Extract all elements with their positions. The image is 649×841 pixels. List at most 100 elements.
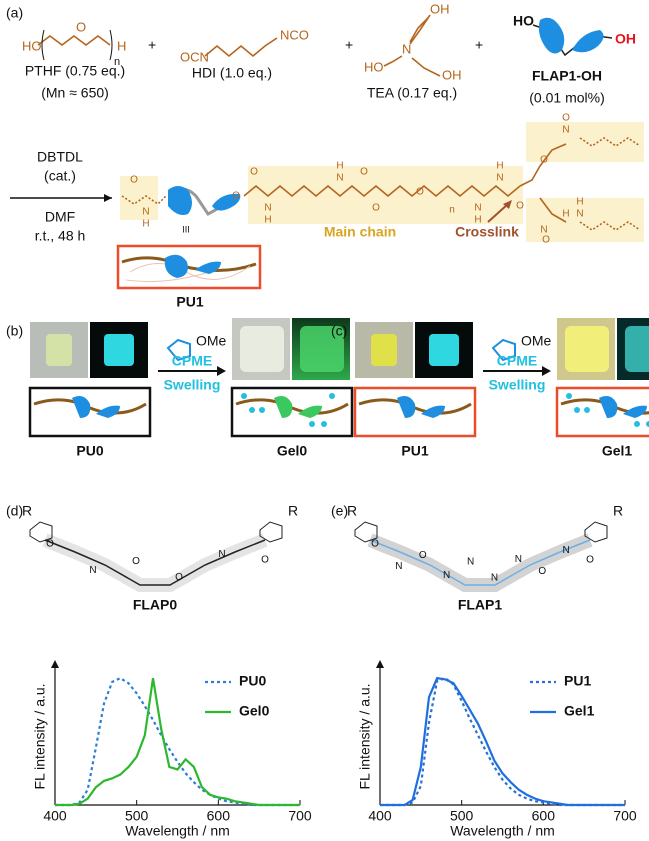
ring	[166, 338, 191, 362]
atom: N	[402, 41, 411, 56]
molecule-name: FLAP0	[133, 597, 178, 613]
solvent: CPME	[497, 353, 537, 369]
condition: DBTDL	[37, 149, 83, 165]
atom: N	[491, 572, 498, 583]
atom: H	[142, 219, 149, 230]
substituent: R	[288, 503, 298, 519]
solvent-dot	[259, 407, 265, 413]
solvent-dot	[321, 421, 327, 427]
arrow-head	[217, 366, 226, 376]
solvent-dot	[574, 407, 580, 413]
atom: H	[576, 197, 583, 208]
x-tick-label: 700	[288, 808, 312, 824]
vial	[104, 334, 134, 366]
atom: N	[218, 549, 225, 560]
atom: N	[540, 225, 547, 236]
vial	[240, 326, 284, 372]
reagent-name: FLAP1-OH	[532, 68, 602, 84]
flap-shape	[538, 17, 604, 54]
atom: O	[360, 167, 368, 178]
condition: (cat.)	[44, 168, 76, 184]
series-line	[55, 677, 300, 807]
series-line	[55, 676, 300, 807]
highlight	[526, 122, 644, 162]
bond	[519, 143, 567, 223]
condition: DMF	[45, 209, 75, 225]
bond	[579, 221, 641, 231]
atom: N	[562, 545, 569, 556]
legend-label: Gel1	[564, 703, 595, 719]
atom: n	[114, 56, 120, 68]
substituent: OMe	[196, 333, 227, 349]
arrow-head	[503, 200, 512, 209]
atom: N	[89, 565, 96, 576]
series-line	[380, 676, 625, 807]
substituent-ring	[354, 521, 608, 543]
condition: r.t., 48 h	[35, 228, 86, 244]
legend-label: Gel0	[239, 703, 270, 719]
crosslink-label: Crosslink	[455, 224, 519, 240]
process: Swelling	[489, 377, 546, 393]
axis-arrow	[376, 660, 384, 668]
atom: HO	[513, 13, 534, 29]
sample-label: Gel1	[602, 443, 633, 459]
solvent-dot	[634, 421, 640, 427]
vial	[429, 334, 459, 366]
ring	[491, 338, 516, 362]
product-label: PU1	[176, 294, 203, 310]
atom: O	[416, 187, 424, 198]
solvent-dot	[249, 407, 255, 413]
atom: N	[576, 209, 583, 220]
flap-shape	[164, 254, 221, 278]
flap-shape	[397, 396, 445, 418]
atom: O	[586, 555, 594, 566]
atom: N	[562, 125, 569, 136]
flap-shape	[599, 396, 647, 418]
reagent-name: TEA (0.17 eq.)	[367, 85, 457, 101]
bond	[204, 37, 278, 58]
atom: n	[449, 205, 455, 216]
flap-shape	[168, 186, 241, 215]
x-tick-label: 700	[613, 808, 637, 824]
atom: H	[264, 215, 271, 226]
reagent-note: (Mn ≈ 650)	[41, 85, 109, 101]
plus: +	[475, 37, 483, 53]
process: Swelling	[164, 377, 221, 393]
atom: OH	[442, 67, 462, 82]
substituent: R	[613, 503, 623, 519]
bond	[37, 35, 111, 46]
solvent-dot	[309, 421, 315, 427]
repeat-mark: III	[182, 224, 190, 234]
bond	[409, 17, 429, 43]
solvent: CPME	[172, 353, 212, 369]
atom: HO	[364, 59, 384, 74]
reagent-note: (0.01 mol%)	[529, 90, 604, 106]
panel-label: (c)	[331, 323, 347, 339]
substituent: R	[347, 503, 357, 519]
arrow-head	[104, 194, 112, 202]
solvent-dot	[566, 393, 572, 399]
atom: OCN	[180, 49, 209, 64]
skeleton	[44, 539, 266, 586]
x-tick-label: 500	[125, 808, 149, 824]
atom: HO	[22, 38, 42, 53]
atom: N	[142, 207, 149, 218]
atom: O	[175, 572, 183, 583]
panel-label: (d)	[6, 503, 23, 519]
x-tick-label: 400	[43, 808, 67, 824]
atom: H	[117, 38, 126, 53]
x-tick-label: 600	[207, 808, 231, 824]
atom: N	[515, 554, 522, 565]
atom: O	[562, 113, 570, 124]
atom: OH	[430, 1, 450, 16]
atom: O	[232, 191, 240, 202]
atom: N	[395, 561, 402, 572]
atom: O	[132, 556, 140, 567]
x-tick-label: 500	[450, 808, 474, 824]
x-tick-label: 600	[532, 808, 556, 824]
arrow	[487, 203, 509, 223]
atom: O	[76, 19, 86, 34]
atom: N	[474, 203, 481, 214]
skeleton	[42, 533, 268, 592]
